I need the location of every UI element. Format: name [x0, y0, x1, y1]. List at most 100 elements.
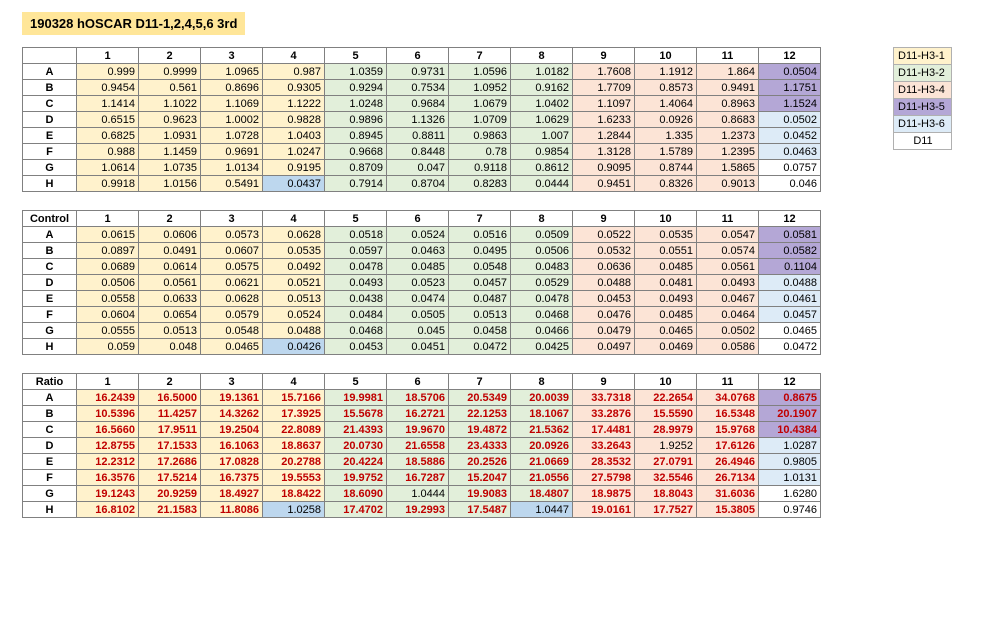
- cell: 20.2788: [263, 454, 325, 470]
- cell: 0.9731: [387, 64, 449, 80]
- cell: 1.0629: [511, 112, 573, 128]
- cell: 1.0679: [449, 96, 511, 112]
- cell: 1.0134: [201, 160, 263, 176]
- row-header: C: [23, 422, 77, 438]
- legend-item: D11-H3-4: [894, 82, 952, 99]
- cell: 17.2686: [139, 454, 201, 470]
- row-header: A: [23, 390, 77, 406]
- cell: 17.5487: [449, 502, 511, 518]
- cell: 0.045: [387, 323, 449, 339]
- cell: 0.0497: [573, 339, 635, 355]
- cell: 1.0258: [263, 502, 325, 518]
- cell: 0.0425: [511, 339, 573, 355]
- cell: 0.0451: [387, 339, 449, 355]
- cell: 0.0488: [573, 275, 635, 291]
- cell: 0.0493: [697, 275, 759, 291]
- cell: 0.0495: [449, 243, 511, 259]
- cell: 1.0931: [139, 128, 201, 144]
- cell: 0.0502: [697, 323, 759, 339]
- cell: 17.7527: [635, 502, 697, 518]
- cell: 19.1243: [77, 486, 139, 502]
- cell: 0.9491: [697, 80, 759, 96]
- cell: 0.8573: [635, 80, 697, 96]
- cell: 0.0487: [449, 291, 511, 307]
- cell: 1.7608: [573, 64, 635, 80]
- col-header: 10: [635, 374, 697, 390]
- cell: 19.5553: [263, 470, 325, 486]
- cell: 0.0548: [449, 259, 511, 275]
- table-main: 123456789101112A0.9990.99991.09650.9871.…: [22, 47, 821, 192]
- cell: 0.0483: [511, 259, 573, 275]
- cell: 1.864: [697, 64, 759, 80]
- cell: 0.0469: [635, 339, 697, 355]
- cell: 0.9805: [759, 454, 821, 470]
- cell: 15.5678: [325, 406, 387, 422]
- cell: 15.9768: [697, 422, 759, 438]
- col-header: 1: [77, 211, 139, 227]
- cell: 0.0586: [697, 339, 759, 355]
- col-header: 4: [263, 211, 325, 227]
- cell: 16.5660: [77, 422, 139, 438]
- cell: 19.1361: [201, 390, 263, 406]
- cell: 0.0513: [263, 291, 325, 307]
- col-header: 5: [325, 48, 387, 64]
- row-header: G: [23, 486, 77, 502]
- cell: 0.0614: [139, 259, 201, 275]
- cell: 0.7914: [325, 176, 387, 192]
- cell: 1.0596: [449, 64, 511, 80]
- cell: 0.0581: [759, 227, 821, 243]
- cell: 0.0466: [511, 323, 573, 339]
- cell: 11.4257: [139, 406, 201, 422]
- col-header: 2: [139, 374, 201, 390]
- cell: 17.9511: [139, 422, 201, 438]
- cell: 0.0897: [77, 243, 139, 259]
- cell: 19.9981: [325, 390, 387, 406]
- cell: 0.0561: [697, 259, 759, 275]
- cell: 0.9451: [573, 176, 635, 192]
- cell: 0.0464: [697, 307, 759, 323]
- cell: 1.1222: [263, 96, 325, 112]
- cell: 28.9979: [635, 422, 697, 438]
- cell: 18.6090: [325, 486, 387, 502]
- cell: 1.1524: [759, 96, 821, 112]
- cell: 15.7166: [263, 390, 325, 406]
- row-header: B: [23, 80, 77, 96]
- cell: 0.0535: [635, 227, 697, 243]
- cell: 0.0485: [387, 259, 449, 275]
- row-header: D: [23, 275, 77, 291]
- cell: 0.0465: [201, 339, 263, 355]
- row-header: D: [23, 112, 77, 128]
- corner-main: [23, 48, 77, 64]
- row-header: H: [23, 176, 77, 192]
- col-header: 8: [511, 48, 573, 64]
- col-header: 9: [573, 211, 635, 227]
- cell: 0.8704: [387, 176, 449, 192]
- cell: 0.0468: [511, 307, 573, 323]
- cell: 0.9691: [201, 144, 263, 160]
- cell: 0.0524: [263, 307, 325, 323]
- cell: 18.5886: [387, 454, 449, 470]
- cell: 0.0479: [573, 323, 635, 339]
- cell: 0.0467: [697, 291, 759, 307]
- cell: 1.0182: [511, 64, 573, 80]
- cell: 0.8709: [325, 160, 387, 176]
- cell: 16.1063: [201, 438, 263, 454]
- cell: 0.0458: [449, 323, 511, 339]
- cell: 0.6825: [77, 128, 139, 144]
- cell: 0.0757: [759, 160, 821, 176]
- cell: 0.0438: [325, 291, 387, 307]
- cell: 0.0465: [635, 323, 697, 339]
- cell: 0.0636: [573, 259, 635, 275]
- cell: 0.0506: [511, 243, 573, 259]
- cell: 16.8102: [77, 502, 139, 518]
- cell: 0.0492: [263, 259, 325, 275]
- cell: 1.0359: [325, 64, 387, 80]
- cell: 0.9828: [263, 112, 325, 128]
- cell: 22.2654: [635, 390, 697, 406]
- cell: 17.1533: [139, 438, 201, 454]
- cell: 0.6515: [77, 112, 139, 128]
- cell: 0.0513: [139, 323, 201, 339]
- cell: 17.0828: [201, 454, 263, 470]
- col-header: 12: [759, 48, 821, 64]
- col-header: 6: [387, 374, 449, 390]
